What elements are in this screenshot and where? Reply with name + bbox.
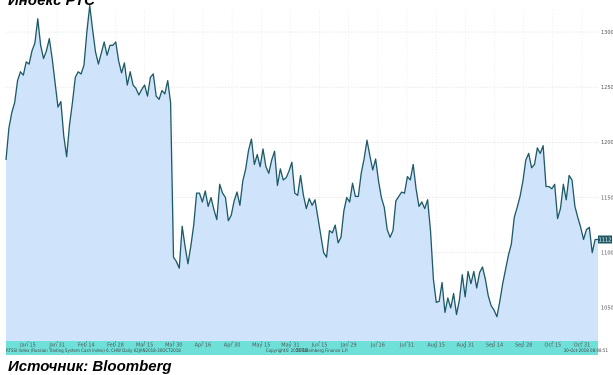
series-line: [5, 4, 598, 318]
x-tick-label: Jun 15: [311, 343, 328, 349]
x-axis: Jan 15 Jan 31 Feb 14 Feb 28 Mar 15 Mar 30 Apr …: [6, 341, 598, 355]
footer-center-text: Copyright© 2018 Bloomberg Finance L.P.: [266, 348, 348, 353]
x-tick-label: Apr 30: [224, 343, 241, 349]
x-tick-label: Mar 15: [136, 343, 153, 349]
chart-footer: RTSSI Index (Russian Trading System Cash…: [6, 348, 608, 353]
x-tick-label: Aug 15: [427, 343, 445, 349]
y-tick-label: 1300: [601, 30, 613, 36]
footer-right-text: 30-Oct-2018 08:08:51: [564, 348, 609, 353]
y-tick-label: 1100: [601, 251, 613, 257]
y-tick-label: 1050: [601, 306, 613, 312]
x-axis-band: [6, 341, 598, 355]
series-area: [6, 5, 598, 342]
y-axis: 1300 1250 1200 1150 1100 1050 1112: [598, 30, 613, 312]
y-tick-label: 1150: [601, 195, 613, 201]
x-tick-label: Jan 15: [19, 343, 36, 349]
x-tick-label: May 15: [252, 343, 270, 349]
x-tick-label: Oct 31: [574, 343, 591, 349]
last-value-label: 1112: [599, 237, 612, 243]
last-value-box: [598, 235, 612, 244]
x-tick-label: May 31: [281, 343, 299, 349]
x-tick-label: Jan 31: [48, 343, 65, 349]
x-tick-label: Oct 15: [545, 343, 562, 349]
x-tick-label: Sep 28: [515, 343, 532, 349]
chart-title: Индекс РТС: [8, 0, 96, 9]
source-caption: Источник: Bloomberg: [8, 358, 172, 375]
x-tick-label: Mar 30: [165, 343, 182, 349]
x-tick-label: Jul 16: [370, 343, 385, 349]
x-tick-label: Jan 29: [340, 343, 357, 349]
y-tick-label: 1250: [601, 85, 613, 91]
footer-left-text: RTSSI Index (Russian Trading System Cash…: [6, 348, 181, 353]
area-layer: [5, 4, 598, 342]
y-tick-label: 1200: [601, 140, 613, 146]
x-tick-label: Feb 14: [78, 343, 95, 349]
x-tick-label: Feb 28: [107, 343, 124, 349]
rts-index-chart: 1300 1250 1200 1150 1100 1050 1112 Jan 15 Jan 3…: [5, 4, 613, 355]
x-tick-label: Apr 16: [195, 343, 212, 349]
x-axis-year-label: 2018: [296, 348, 309, 354]
x-tick-label: Sep 14: [486, 343, 503, 349]
x-tick-label: Jul 31: [399, 343, 414, 349]
x-tick-label: Aug 31: [457, 343, 475, 349]
